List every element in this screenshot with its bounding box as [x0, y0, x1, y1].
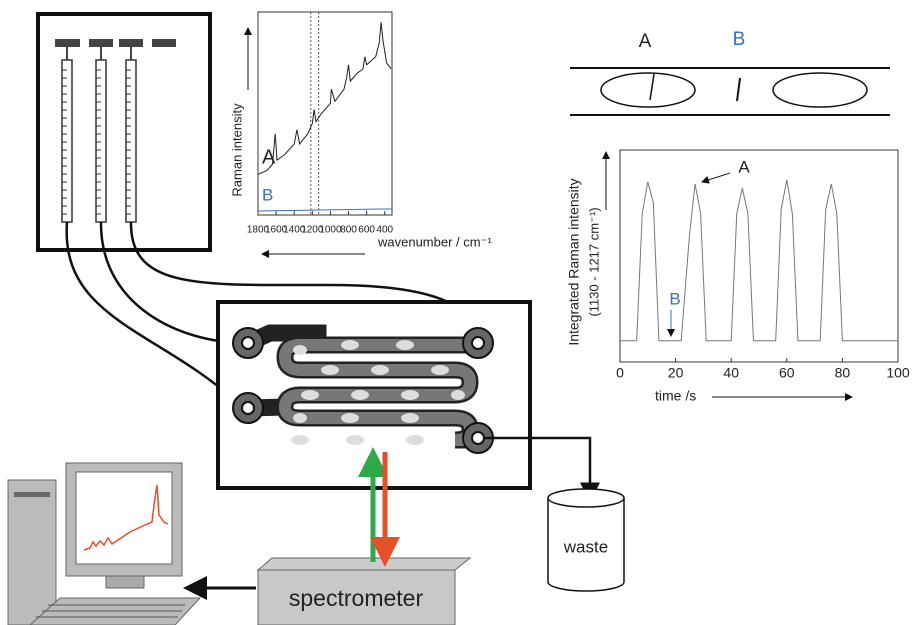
- plot-frame: [257, 11, 393, 216]
- x-tick-label: 1000: [319, 225, 342, 236]
- x-tick-label: 40: [723, 365, 739, 381]
- annotation-arrow: [701, 172, 731, 184]
- x-tick-label: 100: [886, 365, 910, 381]
- y-axis-label: Raman intensity: [229, 103, 244, 197]
- spectrometer: spectrometer: [256, 557, 472, 625]
- series-label: B: [262, 185, 273, 204]
- x-tick-label: 1200: [301, 225, 324, 236]
- series-label: A: [262, 146, 276, 168]
- x-tick-label: 400: [376, 225, 393, 236]
- time-trace: 0 20 40 60 80 100 Integrated Raman intensity (1…: [566, 149, 910, 404]
- x-tick-label: 800: [340, 225, 357, 236]
- y-axis-label: Integrated Raman intensity: [566, 178, 582, 345]
- x-tick-label: 1800: [247, 225, 270, 236]
- droplet-label: A: [639, 31, 652, 52]
- series-line: [257, 208, 393, 212]
- waste-label: waste: [563, 537, 608, 556]
- x-tick-label: 1400: [283, 225, 306, 236]
- x-tick-label: 600: [358, 225, 375, 236]
- annotation: A: [738, 157, 750, 176]
- x-axis-label: wavenumber / cm⁻¹: [377, 234, 492, 249]
- syringe-pump: [36, 12, 212, 252]
- microfluidic-chip: [216, 300, 532, 490]
- series-line: [620, 179, 898, 342]
- y-axis-label: (1130 - 1217 cm⁻¹): [586, 207, 601, 316]
- droplet-label: B: [733, 29, 746, 50]
- tube: [99, 221, 241, 345]
- plot-frame: [619, 149, 899, 363]
- x-tick-label: 80: [835, 365, 851, 381]
- x-tick-label: 0: [616, 365, 624, 381]
- x-tick-label: 1600: [265, 225, 288, 236]
- tube: [65, 221, 241, 406]
- waste-tube: [484, 436, 600, 503]
- x-axis-label: time /s: [655, 388, 696, 404]
- series-line: [257, 22, 392, 175]
- x-tick-label: 20: [668, 365, 684, 381]
- annotation: B: [669, 289, 680, 308]
- spectrometer-label: spectrometer: [289, 585, 424, 611]
- x-tick-label: 60: [779, 365, 795, 381]
- droplet-sketch: A B: [570, 29, 890, 116]
- computer: [7, 462, 202, 625]
- waste-container: waste: [547, 488, 625, 592]
